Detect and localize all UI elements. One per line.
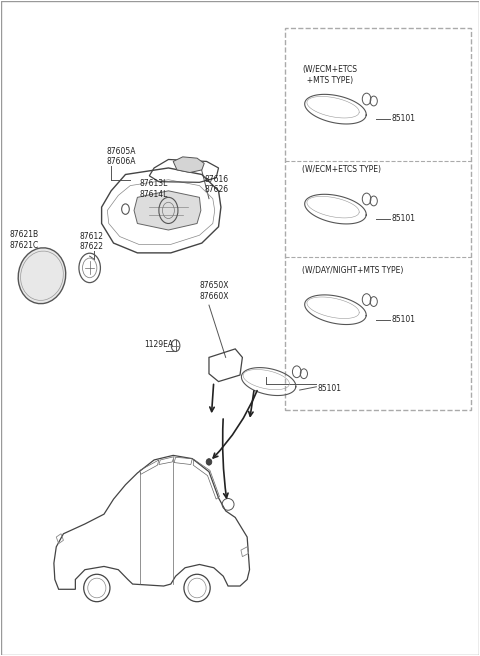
Text: 85101: 85101 (317, 384, 341, 392)
Text: 1129EA: 1129EA (144, 340, 174, 349)
Text: (W/ECM+ETCS
  +MTS TYPE): (W/ECM+ETCS +MTS TYPE) (302, 66, 357, 85)
Text: 87612
87622: 87612 87622 (79, 232, 103, 251)
Polygon shape (134, 191, 201, 230)
Text: 87605A
87606A: 87605A 87606A (107, 146, 136, 166)
Polygon shape (173, 157, 204, 173)
Text: 85101: 85101 (391, 215, 415, 224)
Text: 87650X
87660X: 87650X 87660X (199, 281, 229, 300)
Ellipse shape (206, 459, 212, 465)
Text: 87616
87626: 87616 87626 (204, 174, 228, 194)
Ellipse shape (18, 248, 66, 304)
Text: 87621B
87621C: 87621B 87621C (10, 230, 39, 250)
Text: 85101: 85101 (391, 315, 415, 324)
Text: (W/ECM+ETCS TYPE): (W/ECM+ETCS TYPE) (302, 165, 381, 174)
Text: 85101: 85101 (391, 114, 415, 123)
Text: 87613L
87614L: 87613L 87614L (140, 179, 168, 199)
Text: (W/DAY/NIGHT+MTS TYPE): (W/DAY/NIGHT+MTS TYPE) (302, 266, 403, 275)
